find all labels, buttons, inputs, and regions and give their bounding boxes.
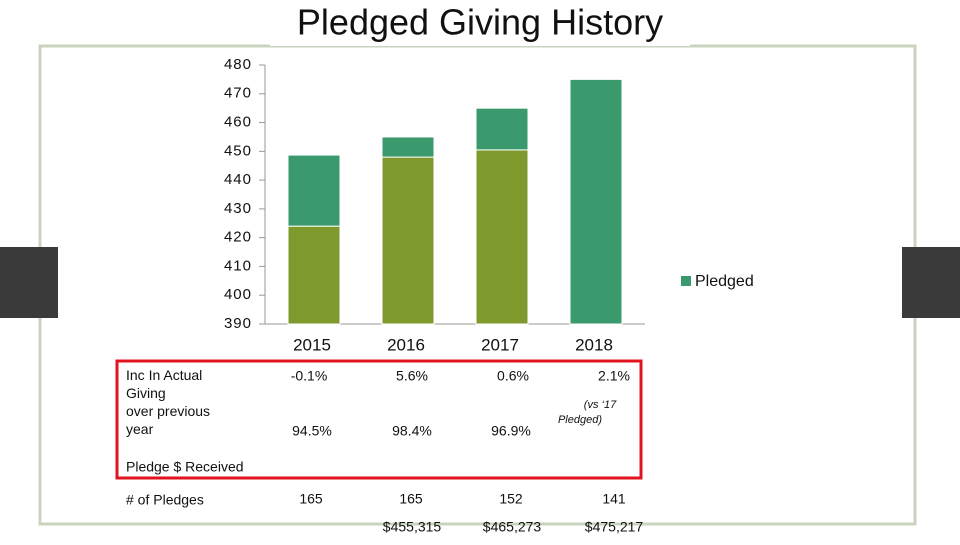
bar-segment: [287, 154, 341, 227]
y-tick-label: 400: [224, 286, 252, 303]
y-tick-label: 420: [224, 229, 252, 246]
y-tick-label: 480: [224, 56, 252, 73]
y-tick-label: 410: [224, 257, 252, 274]
bar-segment: [475, 149, 529, 325]
table-cell: 165: [399, 491, 423, 507]
bar-segment: [381, 156, 435, 325]
table-cell: -0.1%: [291, 368, 328, 384]
table-cell: 96.9%: [491, 423, 531, 439]
table-cell: 94.5%: [292, 423, 332, 439]
y-tick-label: 390: [224, 315, 252, 332]
y-tick-label: 440: [224, 171, 252, 188]
side-tab: [0, 247, 58, 318]
row-label-line: year: [126, 421, 154, 437]
x-tick-label: 2015: [293, 335, 331, 354]
title-bg: [270, 2, 690, 46]
y-tick-label: 460: [224, 114, 252, 131]
bar-segment: [569, 78, 623, 325]
table-cell: 141: [602, 491, 626, 507]
table-note-line: (vs ‘17: [584, 399, 617, 411]
x-tick-label: 2016: [387, 335, 425, 354]
y-tick-label: 430: [224, 200, 252, 217]
side-tab: [902, 247, 960, 318]
x-tick-label: 2017: [481, 335, 519, 354]
row-label: Inc In Actual Giving over previous year: [126, 367, 210, 437]
table-cell: $455,315: [383, 519, 442, 535]
table-note: (vs ‘17 Pledged): [558, 399, 617, 426]
table-cell: $465,273: [483, 519, 542, 535]
table-cell: 0.6%: [497, 368, 529, 384]
legend-label: Pledged: [695, 273, 754, 290]
bar-segment: [287, 225, 341, 325]
row-label-line: Giving: [126, 385, 166, 401]
y-tick-label: 470: [224, 85, 252, 102]
row-label: Pledge $ Received: [126, 459, 244, 475]
row-label: # of Pledges: [126, 492, 204, 508]
table-cell: 2.1%: [598, 368, 630, 384]
table-note-line: Pledged): [558, 414, 602, 426]
x-tick-label: 2018: [575, 335, 613, 354]
table-cell: 165: [299, 491, 323, 507]
legend-swatch: [681, 276, 691, 286]
bar-segment: [475, 107, 529, 151]
table-cell: 98.4%: [392, 423, 432, 439]
highlight-box: [115, 359, 643, 480]
chart-title: Pledged Giving History: [297, 2, 663, 43]
table-cell: 152: [499, 491, 523, 507]
row-label-line: Inc In Actual: [126, 367, 202, 383]
row-label-line: over previous: [126, 403, 210, 419]
bar-segment: [381, 136, 435, 158]
table-cell: 5.6%: [396, 368, 428, 384]
y-tick-label: 450: [224, 142, 252, 159]
table-cell: $475,217: [585, 519, 644, 535]
